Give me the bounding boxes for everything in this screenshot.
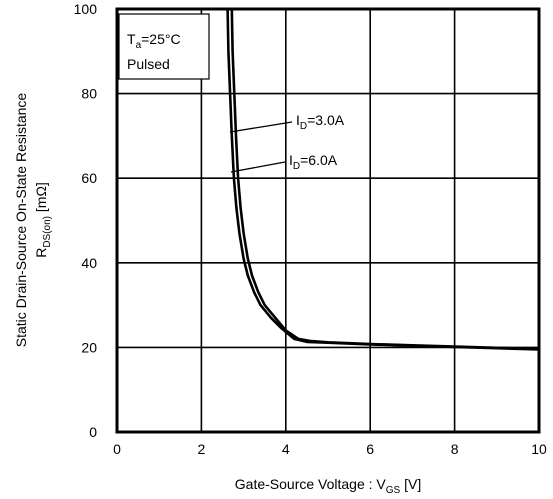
x-axis-label: Gate-Source Voltage : VGS [V] xyxy=(235,476,421,496)
x-tick-label: 2 xyxy=(198,441,206,457)
x-tick-label: 6 xyxy=(366,441,374,457)
series-label-2: ID=6.0A xyxy=(289,152,338,172)
y-axis-label-line2: RDS(on) [mΩ] xyxy=(33,182,53,258)
grid-lines xyxy=(117,9,539,432)
axes xyxy=(115,7,541,434)
y-tick-label: 80 xyxy=(81,86,97,102)
x-tick-label: 8 xyxy=(451,441,459,457)
plot-frame xyxy=(115,7,541,434)
series-label-1: ID=3.0A xyxy=(296,112,345,132)
y-tick-label: 100 xyxy=(74,1,98,17)
x-tick-label: 10 xyxy=(531,441,547,457)
y-tick-label: 0 xyxy=(89,424,97,440)
series-layer xyxy=(226,8,540,351)
series-line-2 xyxy=(226,8,540,351)
conditions-pulsed: Pulsed xyxy=(127,56,170,72)
y-tick-label: 40 xyxy=(81,255,97,271)
x-tick-label: 4 xyxy=(282,441,290,457)
conditions-temperature: Ta=25°C xyxy=(127,31,181,51)
y-tick-label: 60 xyxy=(81,170,97,186)
y-axis-label-line1: Static Drain-Source On-State Resistance xyxy=(13,93,29,348)
x-tick-label: 0 xyxy=(113,441,121,457)
series-leader-line-1 xyxy=(229,121,293,133)
series-line-1 xyxy=(230,8,540,351)
series-leader-line-2 xyxy=(230,161,286,173)
conditions-box xyxy=(118,13,210,80)
y-tick-label: 20 xyxy=(81,339,97,355)
